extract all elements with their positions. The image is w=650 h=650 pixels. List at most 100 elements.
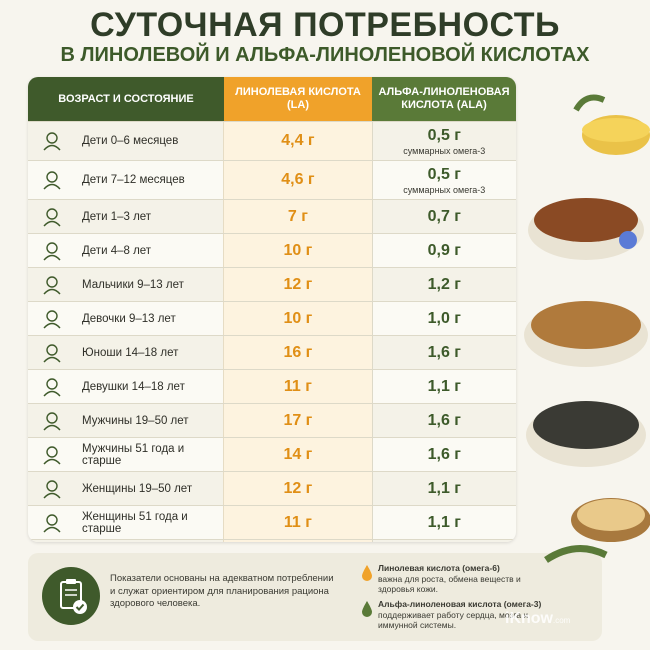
toddler-icon bbox=[43, 207, 61, 226]
age-label: Дети 4–8 лет bbox=[82, 244, 152, 257]
ala-cell: 0,9 г bbox=[371, 234, 516, 267]
column-header-ala: АЛЬФА-ЛИНОЛЕНОВАЯ КИСЛОТА (ALA) bbox=[372, 77, 516, 121]
la-value: 7 г bbox=[223, 200, 372, 233]
age-cell: Девочки 9–13 лет bbox=[28, 302, 223, 335]
footer-panel: Показатели основаны на адекватном потреб… bbox=[28, 553, 602, 641]
ala-value: 0,5 г bbox=[427, 126, 461, 144]
ala-cell: 0,5 г суммарных омега-3 bbox=[371, 161, 516, 199]
table-row: Мужчины 51 года и старше 14 г 1,6 г bbox=[28, 437, 516, 471]
table-header: ВОЗРАСТ И СОСТОЯНИЕ ЛИНОЛЕВАЯ КИСЛОТА (L… bbox=[28, 77, 516, 121]
baby-icon bbox=[43, 132, 61, 151]
watermark: iKnow.com bbox=[505, 610, 571, 627]
footer-note: Показатели основаны на адекватном потреб… bbox=[110, 573, 334, 609]
la-value: 11 г bbox=[223, 506, 372, 539]
older-man-icon bbox=[43, 445, 61, 464]
age-cell: Мужчины 51 года и старше bbox=[28, 438, 223, 471]
boy-icon bbox=[43, 275, 61, 294]
table-row: Мужчины 19–50 лет 17 г 1,6 г bbox=[28, 403, 516, 437]
la-value: 4,4 г bbox=[223, 122, 372, 160]
age-label: Дети 0–6 месяцев bbox=[82, 135, 179, 147]
age-cell: Мужчины 19–50 лет bbox=[28, 404, 223, 437]
age-cell: Беременность bbox=[28, 540, 223, 542]
food-illustration bbox=[524, 94, 650, 563]
ala-cell: 1,2 г bbox=[371, 268, 516, 301]
age-cell: Женщины 19–50 лет bbox=[28, 472, 223, 505]
la-value: 14 г bbox=[223, 438, 372, 471]
oil-drop-icon bbox=[362, 601, 372, 617]
age-cell: Юноши 14–18 лет bbox=[28, 336, 223, 369]
page-subtitle: В ЛИНОЛЕВОЙ И АЛЬФА-ЛИНОЛЕНОВОЙ КИСЛОТАХ bbox=[60, 44, 590, 66]
ala-cell: 1,1 г bbox=[371, 506, 516, 539]
clipboard-check-icon bbox=[42, 567, 100, 625]
ala-value: 1,6 г bbox=[427, 411, 461, 429]
legend-la-title: Линолевая кислота (омега-6) bbox=[378, 563, 500, 573]
age-cell: Девушки 14–18 лет bbox=[28, 370, 223, 403]
ala-value: 1,0 г bbox=[427, 309, 461, 327]
ala-value: 1,1 г bbox=[427, 513, 461, 531]
ala-value: 0,9 г bbox=[427, 241, 461, 259]
age-cell: Мальчики 9–13 лет bbox=[28, 268, 223, 301]
table-row: Девочки 9–13 лет 10 г 1,0 г bbox=[28, 301, 516, 335]
teen-girl-icon bbox=[43, 377, 61, 396]
age-cell: Дети 4–8 лет bbox=[28, 234, 223, 267]
age-label: Мужчины 19–50 лет bbox=[82, 414, 189, 427]
age-label: Девочки 9–13 лет bbox=[82, 312, 176, 325]
la-value: 17 г bbox=[223, 404, 372, 437]
ala-cell: 0,5 г суммарных омега-3 bbox=[371, 122, 516, 160]
la-value: 16 г bbox=[223, 336, 372, 369]
table-row: Юноши 14–18 лет 16 г 1,6 г bbox=[28, 335, 516, 369]
age-label: Дети 7–12 месяцев bbox=[82, 174, 185, 186]
ala-cell: 1,4 г bbox=[371, 540, 516, 542]
ala-cell: 1,6 г bbox=[371, 438, 516, 471]
page-title: СУТОЧНАЯ ПОТРЕБНОСТЬ bbox=[90, 6, 560, 44]
age-label: Мужчины 51 года и старше bbox=[82, 442, 185, 467]
column-header-la: ЛИНОЛЕВАЯ КИСЛОТА (LA) bbox=[224, 77, 372, 121]
la-value: 12 г bbox=[223, 472, 372, 505]
la-value: 13 г bbox=[223, 540, 372, 542]
age-label: Женщины 19–50 лет bbox=[82, 482, 193, 495]
ala-note: суммарных омега-3 bbox=[403, 145, 486, 156]
la-value: 4,6 г bbox=[223, 161, 372, 199]
table-row: Девушки 14–18 лет 11 г 1,1 г bbox=[28, 369, 516, 403]
ala-cell: 1,1 г bbox=[371, 472, 516, 505]
age-cell: Дети 7–12 месяцев bbox=[28, 161, 223, 199]
girl-icon bbox=[43, 309, 61, 328]
ala-value: 1,2 г bbox=[427, 275, 461, 293]
table-row: Дети 1–3 лет 7 г 0,7 г bbox=[28, 199, 516, 233]
table-row: Дети 4–8 лет 10 г 0,9 г bbox=[28, 233, 516, 267]
ala-cell: 1,0 г bbox=[371, 302, 516, 335]
ala-note: суммарных омега-3 bbox=[403, 184, 486, 195]
la-value: 11 г bbox=[223, 370, 372, 403]
man-icon bbox=[43, 411, 61, 430]
age-cell: Дети 0–6 месяцев bbox=[28, 122, 223, 160]
legend-ala-text: поддерживает работу сердца, мозга и имму… bbox=[378, 609, 529, 631]
age-cell: Дети 1–3 лет bbox=[28, 200, 223, 233]
ala-cell: 1,1 г bbox=[371, 370, 516, 403]
table-row: Женщины 19–50 лет 12 г 1,1 г bbox=[28, 471, 516, 505]
legend-ala: Альфа-линоленовая кислота (омега-3) подд… bbox=[362, 599, 548, 631]
ala-cell: 1,6 г bbox=[371, 404, 516, 437]
table-row: Женщины 51 года и старше 11 г 1,1 г bbox=[28, 505, 516, 539]
age-label: Дети 1–3 лет bbox=[82, 210, 152, 223]
table-row: Дети 0–6 месяцев 4,4 г 0,5 г суммарных омег… bbox=[28, 121, 516, 160]
ala-cell: 0,7 г bbox=[371, 200, 516, 233]
age-label: Юноши 14–18 лет bbox=[82, 346, 179, 359]
column-header-age: ВОЗРАСТ И СОСТОЯНИЕ bbox=[28, 77, 224, 121]
table-row: Беременность13 г1,4 г bbox=[28, 539, 516, 542]
la-value: 12 г bbox=[223, 268, 372, 301]
age-label: Девушки 14–18 лет bbox=[82, 380, 185, 393]
ala-value: 1,6 г bbox=[427, 343, 461, 361]
ala-value: 1,6 г bbox=[427, 445, 461, 463]
ala-value: 0,7 г bbox=[427, 207, 461, 225]
child-icon bbox=[43, 241, 61, 260]
legend-la-text: важна для роста, обмена веществ и здоров… bbox=[378, 573, 521, 595]
age-label: Мальчики 9–13 лет bbox=[82, 278, 184, 291]
ala-value: 0,5 г bbox=[427, 165, 461, 183]
legend-la: Линолевая кислота (омега-6) важна для ро… bbox=[362, 563, 548, 595]
age-label: Женщины 51 года и старше bbox=[82, 510, 188, 535]
oil-drop-icon bbox=[362, 565, 372, 581]
table-row: Дети 7–12 месяцев 4,6 г 0,5 г суммарных оме… bbox=[28, 160, 516, 199]
older-woman-icon bbox=[43, 513, 61, 532]
la-value: 10 г bbox=[223, 234, 372, 267]
ala-cell: 1,6 г bbox=[371, 336, 516, 369]
